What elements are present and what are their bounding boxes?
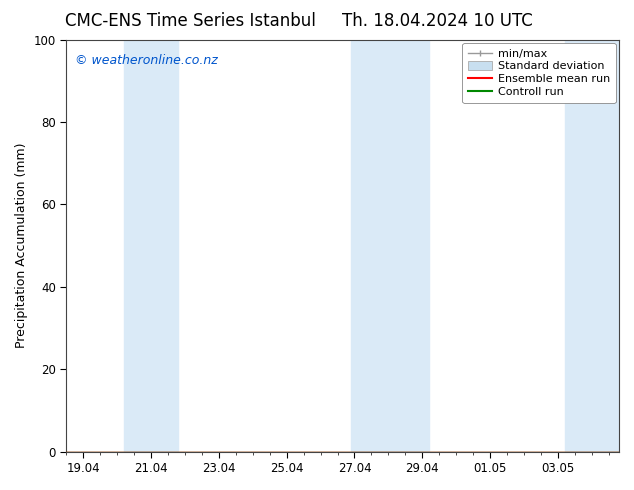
Legend: min/max, Standard deviation, Ensemble mean run, Controll run: min/max, Standard deviation, Ensemble me…	[462, 43, 616, 103]
Y-axis label: Precipitation Accumulation (mm): Precipitation Accumulation (mm)	[15, 143, 28, 348]
Text: CMC-ENS Time Series Istanbul: CMC-ENS Time Series Istanbul	[65, 12, 316, 30]
Bar	[351, 40, 429, 452]
Bar	[124, 40, 178, 452]
Text: © weatheronline.co.nz: © weatheronline.co.nz	[75, 54, 217, 67]
Bar	[565, 40, 619, 452]
Text: Th. 18.04.2024 10 UTC: Th. 18.04.2024 10 UTC	[342, 12, 533, 30]
